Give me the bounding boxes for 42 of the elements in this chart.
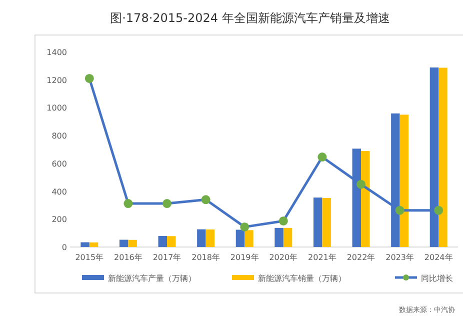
bar xyxy=(128,240,137,247)
legend-label: 同比增长 xyxy=(421,274,453,283)
bar xyxy=(80,242,90,247)
y-tick-label: 1000 xyxy=(46,104,67,113)
bar xyxy=(322,198,331,247)
y-tick-label: 800 xyxy=(52,132,67,141)
bar xyxy=(158,236,167,247)
x-tick-label: 2023年 xyxy=(386,253,414,262)
y-tick-label: 1200 xyxy=(46,76,67,85)
bar xyxy=(89,242,98,247)
y-tick-label: 1400 xyxy=(46,48,67,57)
x-tick-label: 2017年 xyxy=(152,253,182,262)
y-tick-label: 600 xyxy=(52,159,67,168)
bar xyxy=(430,67,439,247)
bar xyxy=(400,114,409,247)
chart-title: 图·178·2015-2024 年全国新能源汽车产销量及增速 xyxy=(110,11,390,25)
bar xyxy=(206,229,215,247)
x-tick-label: 2024年 xyxy=(424,253,453,262)
bar xyxy=(119,240,128,247)
bar xyxy=(283,228,292,247)
y-tick-label: 0 xyxy=(62,243,67,252)
y-tick-label: 400 xyxy=(52,187,67,196)
bar xyxy=(391,113,400,247)
bar xyxy=(167,236,176,247)
x-tick-label: 2016年 xyxy=(114,253,142,262)
x-tick-label: 2015年 xyxy=(75,253,104,262)
bar xyxy=(236,230,245,247)
x-tick-label: 2022年 xyxy=(346,253,376,262)
bar xyxy=(244,230,254,247)
x-tick-label: 2018年 xyxy=(192,253,220,262)
bar xyxy=(197,229,206,247)
legend-label: 新能源汽车产量（万辆） xyxy=(108,274,196,283)
bar xyxy=(361,151,370,247)
bar xyxy=(274,228,284,247)
y-tick-label: 200 xyxy=(52,215,67,224)
bar xyxy=(352,148,361,247)
x-tick-label: 2019年 xyxy=(230,253,259,262)
x-tick-label: 2020年 xyxy=(269,253,298,262)
bar xyxy=(313,198,322,247)
legend-label: 新能源汽车销量（万辆） xyxy=(258,274,346,283)
bar xyxy=(438,68,448,247)
x-tick-label: 2021年 xyxy=(308,253,336,262)
